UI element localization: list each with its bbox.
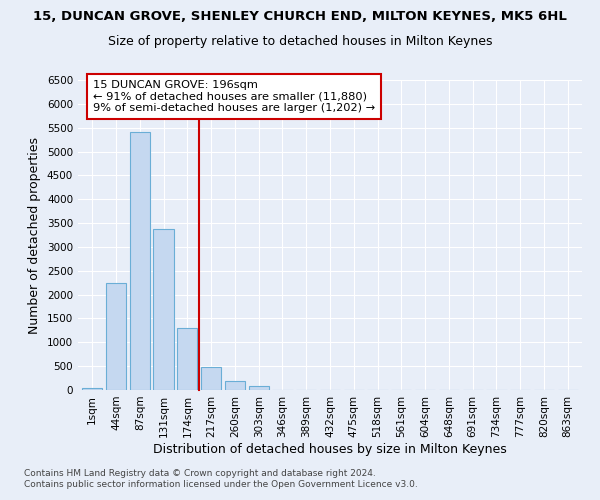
Text: Contains HM Land Registry data © Crown copyright and database right 2024.: Contains HM Land Registry data © Crown c…	[24, 468, 376, 477]
Bar	[154, 229, 173, 390]
Text: 15, DUNCAN GROVE, SHENLEY CHURCH END, MILTON KEYNES, MK5 6HL: 15, DUNCAN GROVE, SHENLEY CHURCH END, MI…	[33, 10, 567, 23]
Bar	[225, 381, 245, 390]
Text: Size of property relative to detached houses in Milton Keynes: Size of property relative to detached ho…	[108, 35, 492, 48]
Bar	[106, 282, 126, 390]
Bar	[82, 388, 103, 390]
Bar	[248, 386, 269, 390]
X-axis label: Distribution of detached houses by size in Milton Keynes: Distribution of detached houses by size …	[153, 442, 507, 456]
Y-axis label: Number of detached properties: Number of detached properties	[28, 136, 41, 334]
Text: 15 DUNCAN GROVE: 196sqm
← 91% of detached houses are smaller (11,880)
9% of semi: 15 DUNCAN GROVE: 196sqm ← 91% of detache…	[93, 80, 375, 113]
Bar	[201, 366, 221, 390]
Text: Contains public sector information licensed under the Open Government Licence v3: Contains public sector information licen…	[24, 480, 418, 489]
Bar	[130, 132, 150, 390]
Bar	[177, 328, 197, 390]
